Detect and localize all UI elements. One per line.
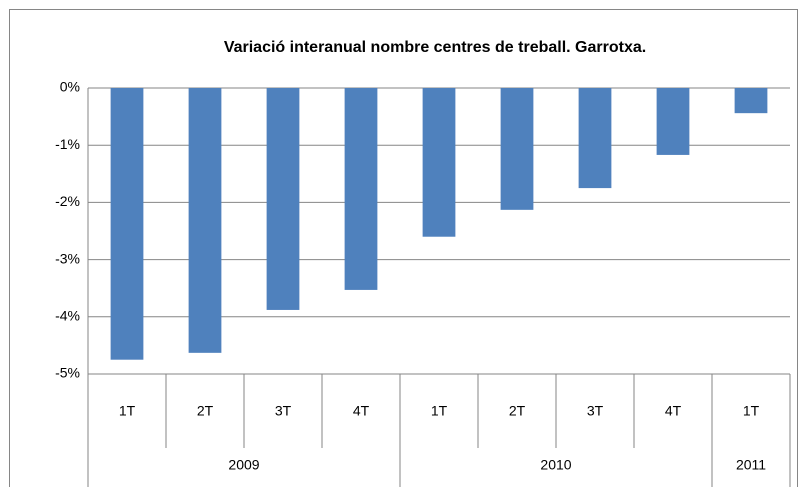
y-tick-label: -2%: [55, 193, 80, 209]
group-label: 2010: [540, 457, 571, 473]
y-tick-label: 0%: [60, 79, 80, 95]
x-tick-label: 2T: [197, 403, 214, 419]
x-tick-label: 3T: [275, 403, 292, 419]
bar: [500, 88, 534, 210]
x-tick-label: 1T: [743, 403, 760, 419]
x-tick-label: 3T: [587, 403, 604, 419]
bar: [266, 88, 300, 310]
bar: [422, 88, 456, 237]
group-label: 2011: [736, 457, 766, 473]
bar: [656, 88, 690, 155]
y-tick-label: -4%: [55, 308, 80, 324]
bar: [110, 88, 144, 360]
x-tick-label: 1T: [431, 403, 448, 419]
bar: [578, 88, 612, 189]
chart-title: Variació interanual nombre centres de tr…: [224, 39, 646, 56]
y-tick-label: -5%: [55, 365, 80, 381]
x-tick-label: 4T: [665, 403, 682, 419]
bar: [734, 88, 768, 114]
x-tick-label: 4T: [353, 403, 370, 419]
x-tick-label: 1T: [119, 403, 136, 419]
bar: [188, 88, 222, 353]
y-tick-label: -1%: [55, 136, 80, 152]
group-label: 2009: [228, 457, 259, 473]
x-tick-label: 2T: [509, 403, 526, 419]
y-tick-label: -3%: [55, 250, 80, 266]
bar: [344, 88, 378, 290]
